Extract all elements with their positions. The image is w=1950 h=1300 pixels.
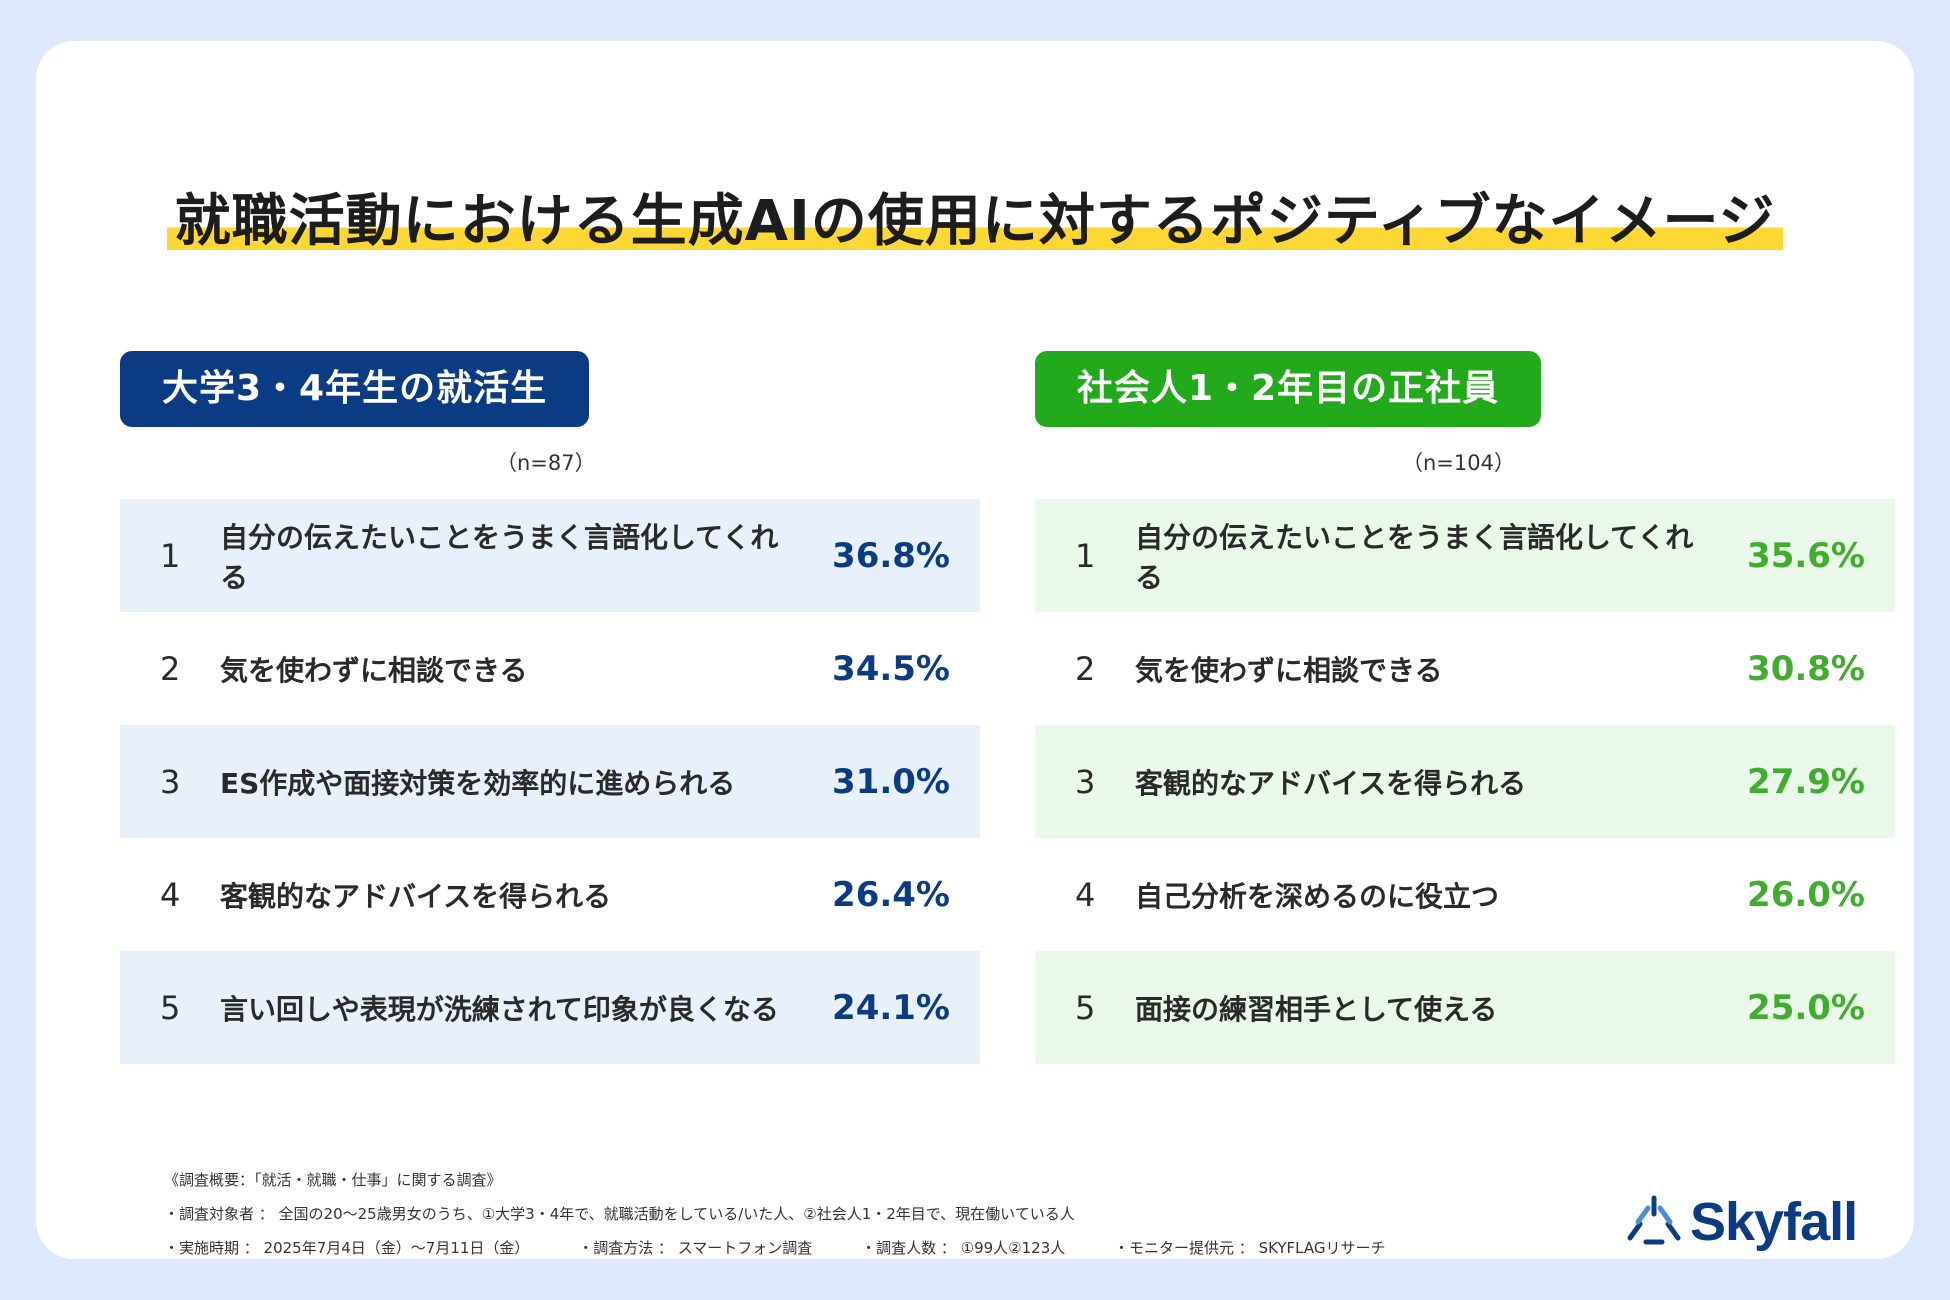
sample-size-students: （n=87） [496,451,596,475]
footnote-provider: ・モニター提供元 ： SKYFLAGリサーチ [1114,1239,1386,1257]
brand-logo: Skyfall [1626,1191,1858,1253]
table-row: 2 気を使わずに相談できる 34.5% [120,612,980,725]
footnote-target: ・調査対象者 ： 全国の20〜25歳男女のうち、①大学3・4年で、就職活動をして… [164,1205,1075,1223]
survey-footnote: 《調査概要：「就活・就職・仕事」に関する調査》 ・調査対象者 ： 全国の20〜2… [164,1163,1430,1265]
rank-number: 5 [160,988,181,1027]
item-label: 自己分析を深めるのに役立つ [1135,879,1500,913]
rank-number: 4 [160,875,181,914]
rank-number: 2 [1075,649,1096,688]
percent-value: 26.4% [832,874,950,915]
panel-students: 大学3・4年生の就活生 （n=87） 1 自分の伝えたいことをうまく言語化してくれ… [120,351,980,1064]
item-label: ES作成や面接対策を効率的に進められる [220,766,736,800]
panel-employees: 社会人1・2年目の正社員 （n=104） 1 自分の伝えたいことをうまく言語化して… [1035,351,1895,1064]
ranking-table-employees: 1 自分の伝えたいことをうまく言語化してくれる 35.6% 2 気を使わずに相談できる 3… [1035,499,1895,1064]
skyfall-logo-icon [1627,1195,1681,1245]
percent-value: 25.0% [1747,987,1865,1028]
table-row: 1 自分の伝えたいことをうまく言語化してくれる 36.8% [120,499,980,612]
item-label: 客観的なアドバイスを得られる [220,879,612,913]
title-area: 就職活動における生成AIの使用に対するポジティブなイメージ [36,187,1914,257]
table-row: 4 自己分析を深めるのに役立つ 26.0% [1035,838,1895,951]
percent-value: 27.9% [1747,761,1865,802]
table-row: 5 面接の練習相手として使える 25.0% [1035,951,1895,1064]
item-label: 言い回しや表現が洗練されて印象が良くなる [220,992,779,1026]
rank-number: 2 [160,649,181,688]
table-row: 3 ES作成や面接対策を効率的に進められる 31.0% [120,725,980,838]
footnote-count: ・調査人数 ： ①99人②123人 [861,1239,1066,1257]
rank-number: 5 [1075,988,1096,1027]
sample-size-employees: （n=104） [1402,451,1515,475]
footnote-heading: 《調査概要：「就活・就職・仕事」に関する調査》 [164,1171,502,1189]
percent-value: 34.5% [832,648,950,689]
item-label: 自分の伝えたいことをうまく言語化してくれる [220,520,779,594]
percent-value: 31.0% [832,761,950,802]
table-row: 3 客観的なアドバイスを得られる 27.9% [1035,725,1895,838]
rank-number: 3 [160,762,181,801]
rank-number: 3 [1075,762,1096,801]
percent-value: 24.1% [832,987,950,1028]
group-label-employees: 社会人1・2年目の正社員 [1035,351,1542,427]
rank-number: 4 [1075,875,1096,914]
table-row: 2 気を使わずに相談できる 30.8% [1035,612,1895,725]
group-label-students: 大学3・4年生の就活生 [120,351,590,427]
item-label: 気を使わずに相談できる [220,653,528,687]
table-row: 5 言い回しや表現が洗練されて印象が良くなる 24.1% [120,951,980,1064]
footnote-details: ・実施時期 ： 2025年7月4日（金）〜7月11日（金） ・調査方法 ： スマ… [164,1231,1430,1265]
rank-number: 1 [1075,536,1096,575]
percent-value: 30.8% [1747,648,1865,689]
infographic-card: 就職活動における生成AIの使用に対するポジティブなイメージ 大学3・4年生の就活… [36,41,1914,1259]
percent-value: 35.6% [1747,535,1865,576]
item-label: 気を使わずに相談できる [1135,653,1443,687]
rank-number: 1 [160,536,181,575]
table-row: 4 客観的なアドバイスを得られる 26.4% [120,838,980,951]
ranking-table-students: 1 自分の伝えたいことをうまく言語化してくれる 36.8% 2 気を使わずに相談できる 3… [120,499,980,1064]
table-row: 1 自分の伝えたいことをうまく言語化してくれる 35.6% [1035,499,1895,612]
footnote-method: ・調査方法 ： スマートフォン調査 [578,1239,813,1257]
item-label: 自分の伝えたいことをうまく言語化してくれる [1135,520,1694,594]
logo-wordmark: Skyfall [1690,1192,1858,1252]
footnote-period: ・実施時期 ： 2025年7月4日（金）〜7月11日（金） [164,1239,530,1257]
percent-value: 26.0% [1747,874,1865,915]
page-title: 就職活動における生成AIの使用に対するポジティブなイメージ [166,187,1784,257]
item-label: 面接の練習相手として使える [1135,992,1498,1026]
item-label: 客観的なアドバイスを得られる [1135,766,1527,800]
percent-value: 36.8% [832,535,950,576]
